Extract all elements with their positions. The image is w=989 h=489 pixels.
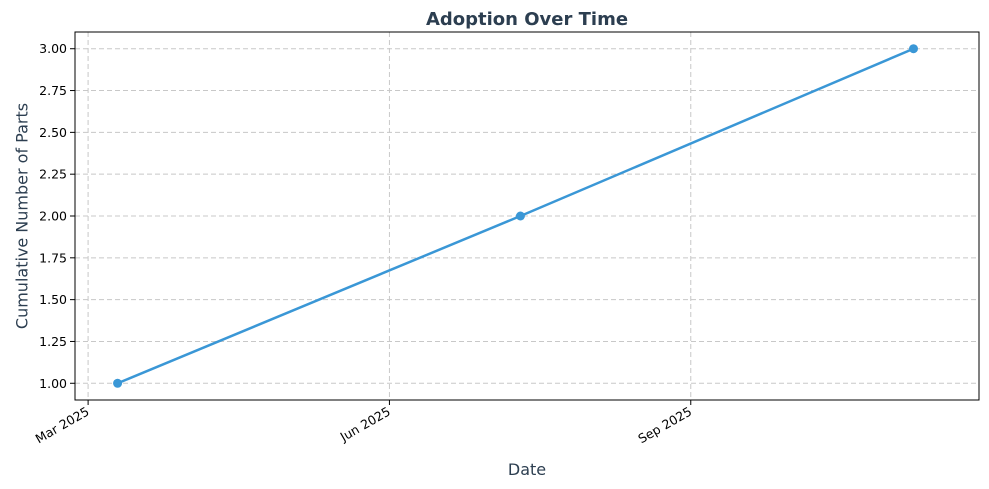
y-tick-label: 2.50 <box>39 125 67 140</box>
chart-title: Adoption Over Time <box>426 9 628 30</box>
data-point <box>515 211 525 221</box>
grid <box>75 32 979 400</box>
y-tick-label: 1.25 <box>39 334 67 349</box>
y-tick-label: 2.75 <box>39 83 67 98</box>
y-tick-label: 2.00 <box>39 209 67 224</box>
y-tick-label: 1.75 <box>39 250 67 265</box>
data-point <box>113 378 123 388</box>
y-tick-label: 3.00 <box>39 41 67 56</box>
y-tick-label: 2.25 <box>39 167 67 182</box>
data-point <box>908 44 918 54</box>
y-tick-label: 1.50 <box>39 292 67 307</box>
series-layer <box>113 44 918 388</box>
y-axis-label: Cumulative Number of Parts <box>13 103 32 329</box>
x-axis-label: Date <box>508 460 546 479</box>
y-tick-label: 1.00 <box>39 376 67 391</box>
